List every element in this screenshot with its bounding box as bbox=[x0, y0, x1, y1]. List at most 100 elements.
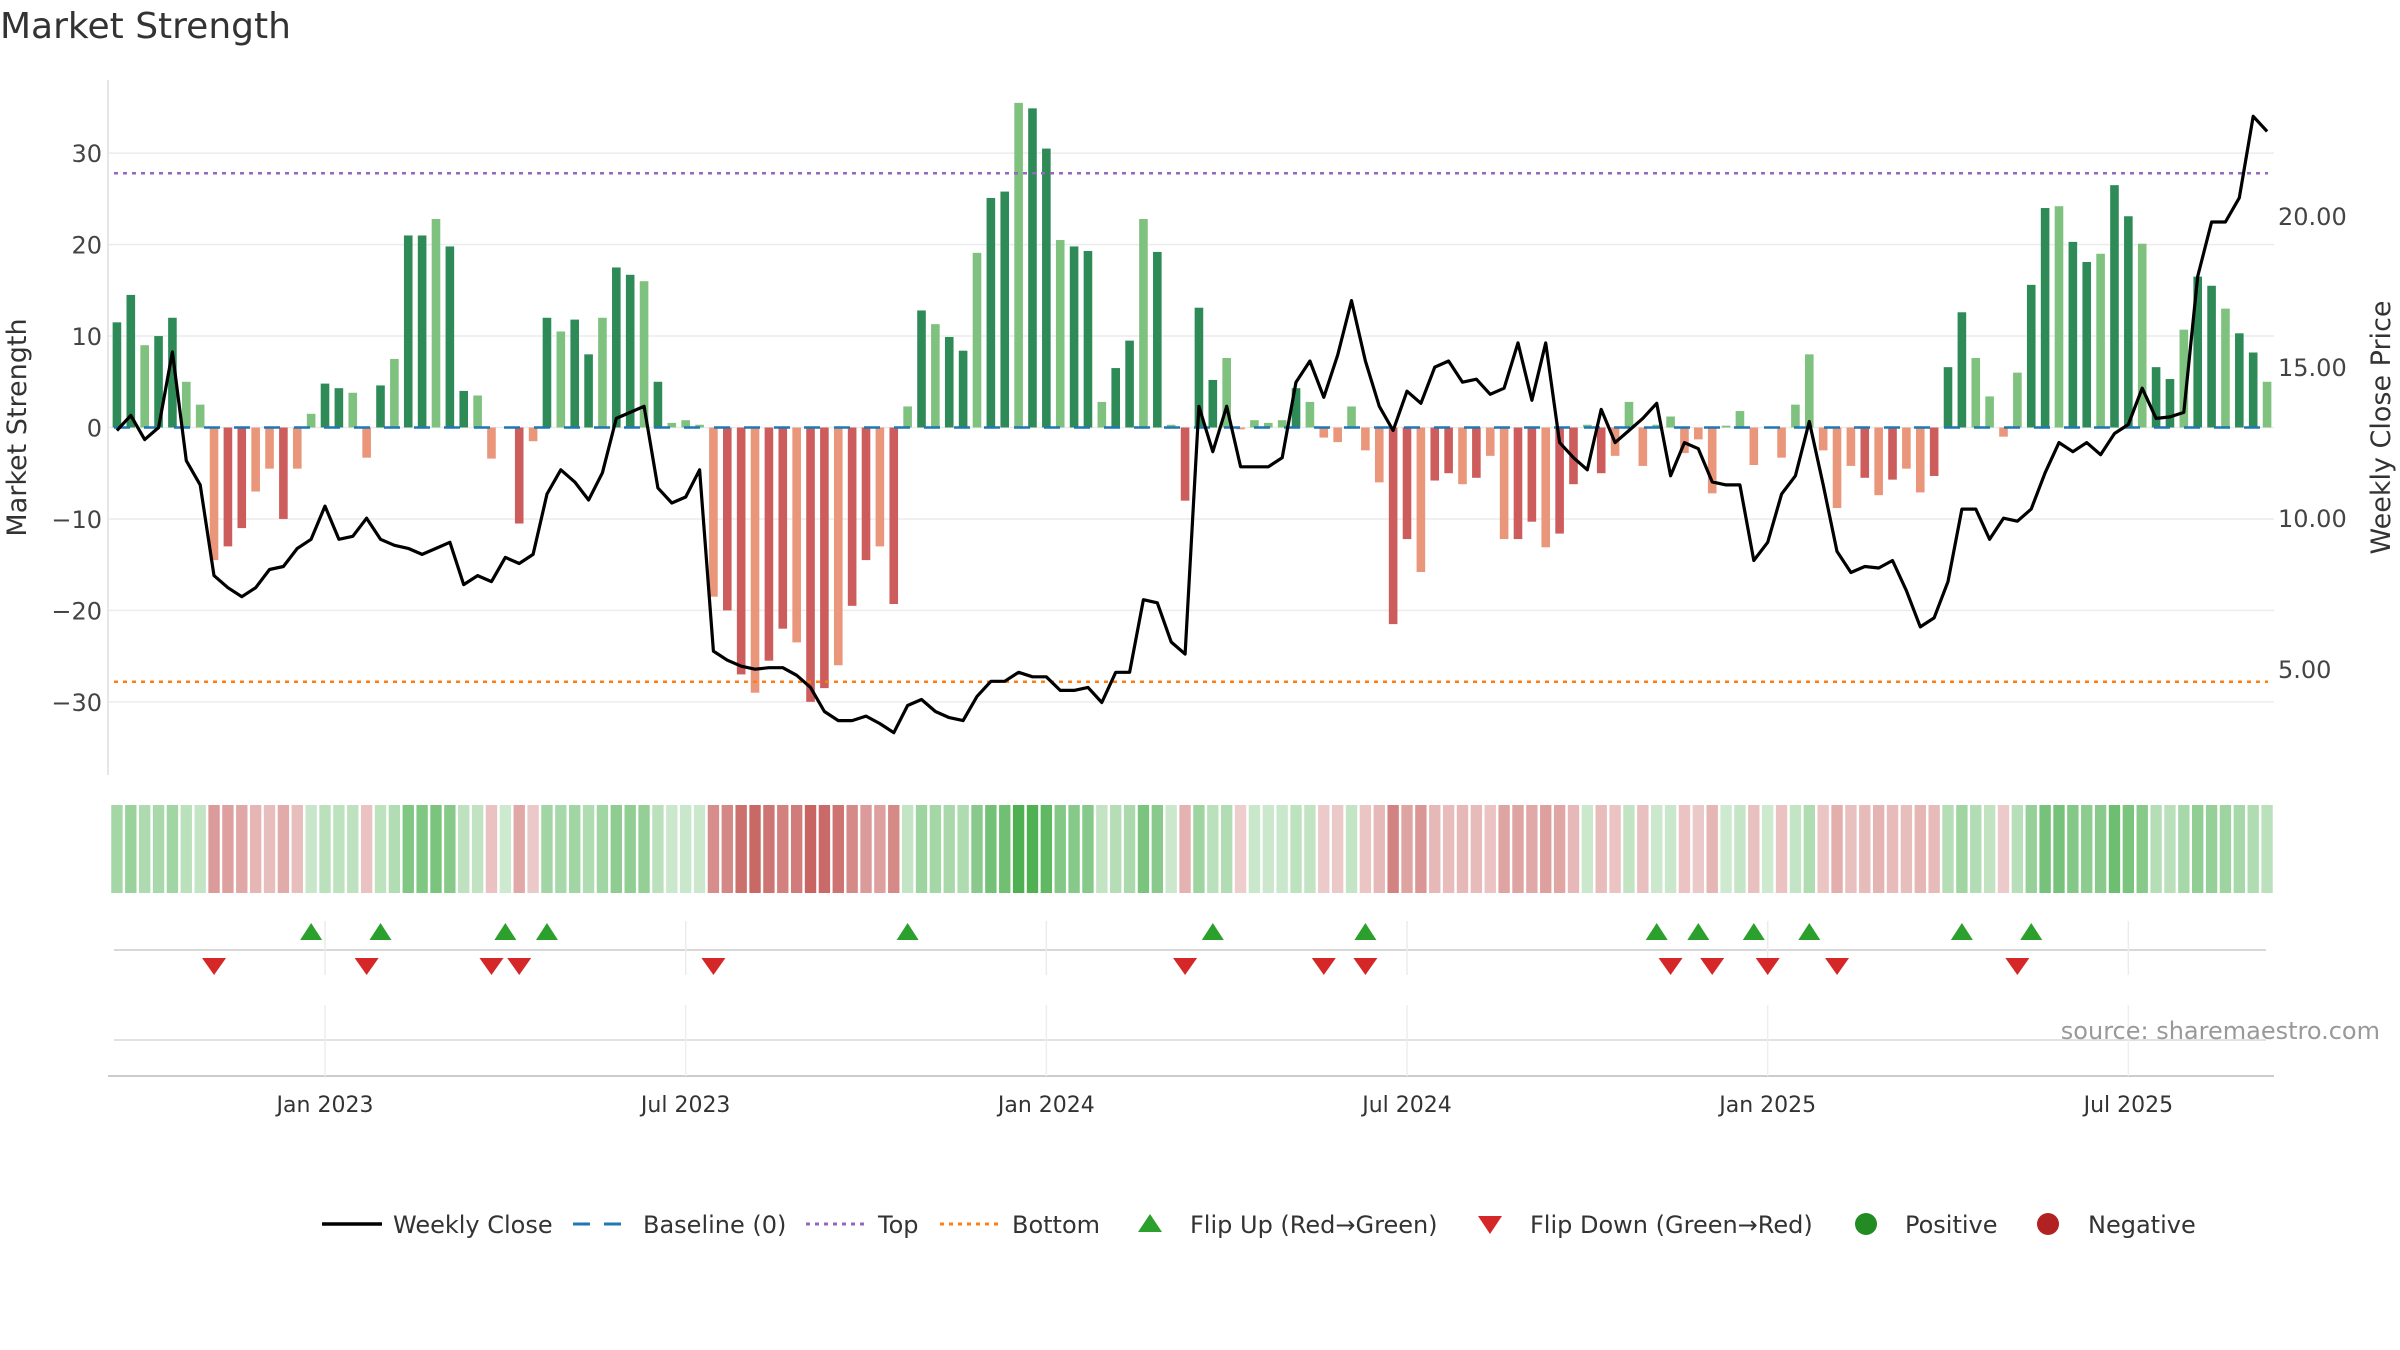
band-cell bbox=[277, 805, 290, 893]
strength-bar bbox=[1832, 427, 1842, 508]
strength-bar bbox=[2248, 352, 2258, 428]
band-cell bbox=[111, 805, 123, 893]
strength-bar bbox=[292, 427, 302, 469]
band-cell bbox=[485, 805, 498, 893]
band-cell bbox=[2081, 805, 2093, 893]
band-cell bbox=[291, 805, 303, 893]
band-cell bbox=[138, 805, 151, 893]
strength-bar bbox=[1083, 251, 1093, 428]
band-cell bbox=[1845, 805, 1857, 893]
strength-bar bbox=[806, 427, 815, 702]
strength-bar bbox=[334, 388, 344, 428]
strength-bar bbox=[570, 319, 580, 428]
strength-bar bbox=[1721, 425, 1731, 428]
band-cell bbox=[1942, 805, 1954, 893]
band-cell bbox=[1248, 805, 1261, 893]
band-cell bbox=[610, 805, 623, 893]
band-cell bbox=[1276, 805, 1288, 893]
strength-bar bbox=[1444, 427, 1453, 474]
strength-bar bbox=[931, 324, 940, 428]
band-cell bbox=[2261, 805, 2273, 893]
band-cell bbox=[527, 805, 539, 893]
legend-flip-down-label: Flip Down (Green→Red) bbox=[1530, 1211, 1813, 1239]
right-tick-label: 20.00 bbox=[2278, 203, 2347, 231]
strength-bar bbox=[2151, 367, 2161, 428]
flip-up-marker bbox=[1950, 923, 1973, 940]
strength-bar bbox=[1333, 427, 1342, 443]
strength-bar bbox=[1888, 427, 1897, 480]
band-cell bbox=[1026, 805, 1039, 893]
strength-bar bbox=[2193, 276, 2203, 428]
reference-lines bbox=[114, 172, 2268, 683]
strength-bar bbox=[1666, 416, 1675, 428]
strength-bar bbox=[279, 427, 288, 519]
strength-bar bbox=[1374, 427, 1384, 483]
strength-bar bbox=[2165, 379, 2175, 428]
strength-bar bbox=[251, 427, 260, 492]
strength-bar bbox=[625, 274, 635, 428]
band-cell bbox=[666, 805, 678, 893]
left-tick-label: −10 bbox=[51, 506, 102, 534]
strength-bar bbox=[223, 427, 233, 547]
band-cell bbox=[1123, 805, 1136, 893]
left-tick-label: −30 bbox=[51, 689, 102, 717]
band-cell bbox=[638, 805, 650, 893]
strength-bar bbox=[1777, 427, 1786, 458]
band-cell bbox=[1970, 805, 1982, 893]
band-cell bbox=[1761, 805, 1774, 893]
band-cell bbox=[1789, 805, 1802, 893]
strength-bar bbox=[1263, 422, 1273, 428]
strength-bar bbox=[1139, 219, 1148, 428]
strength-bar bbox=[2068, 241, 2078, 428]
band-cell bbox=[1096, 805, 1108, 893]
strength-bar bbox=[140, 345, 149, 428]
strength-bar bbox=[473, 395, 482, 428]
band-cell bbox=[1831, 805, 1843, 893]
flip-down-marker bbox=[1658, 958, 1683, 975]
strength-bar bbox=[1028, 108, 1037, 428]
strength-bar bbox=[1680, 427, 1689, 454]
strength-bar bbox=[667, 422, 677, 428]
strength-bar bbox=[1416, 427, 1426, 572]
strength-bar bbox=[487, 427, 496, 459]
band-cell bbox=[1304, 805, 1316, 893]
flip-up-marker bbox=[300, 923, 323, 940]
strength-bar bbox=[833, 427, 843, 666]
band-cell bbox=[1012, 805, 1025, 893]
band-cell bbox=[555, 805, 567, 893]
band-cell bbox=[2150, 805, 2162, 893]
band-cell bbox=[513, 805, 525, 893]
legend: Weekly Close Baseline (0) Top Bottom Flip Up… bbox=[322, 1211, 2196, 1239]
strength-bar bbox=[1624, 401, 1634, 428]
strength-bar bbox=[1388, 427, 1398, 625]
strength-bar bbox=[1472, 427, 1481, 478]
x-axis: Jan 2023 Jul 2023 Jan 2024 Jul 2024 Jan 2025… bbox=[108, 1005, 2274, 1118]
band-cell bbox=[208, 805, 220, 893]
band-cell bbox=[1470, 805, 1483, 893]
strength-bar bbox=[1097, 401, 1107, 428]
band-cell bbox=[1318, 805, 1330, 893]
legend-positive-swatch bbox=[1855, 1213, 1877, 1235]
strength-bar bbox=[1499, 427, 1509, 540]
legend-negative-label: Negative bbox=[2088, 1211, 2196, 1239]
band-cell bbox=[263, 805, 276, 893]
band-cell bbox=[1151, 805, 1164, 893]
band-cell bbox=[1540, 805, 1552, 893]
band-cell bbox=[416, 805, 428, 893]
left-axis-title: Market Strength bbox=[2, 318, 33, 536]
strength-bar bbox=[1180, 427, 1190, 501]
band-cell bbox=[1637, 805, 1649, 893]
flip-up-marker bbox=[1354, 923, 1377, 940]
band-cell bbox=[874, 805, 886, 893]
strength-bar bbox=[1860, 427, 1870, 478]
band-cell bbox=[1068, 805, 1080, 893]
band-cell bbox=[2108, 805, 2121, 893]
left-tick-label: −20 bbox=[51, 597, 102, 625]
band-cell bbox=[582, 805, 595, 893]
band-cell bbox=[1900, 805, 1913, 893]
strength-bar bbox=[1153, 251, 1162, 428]
band-cell bbox=[971, 805, 983, 893]
band-cell bbox=[652, 805, 664, 893]
left-tick-label: 0 bbox=[87, 415, 102, 443]
